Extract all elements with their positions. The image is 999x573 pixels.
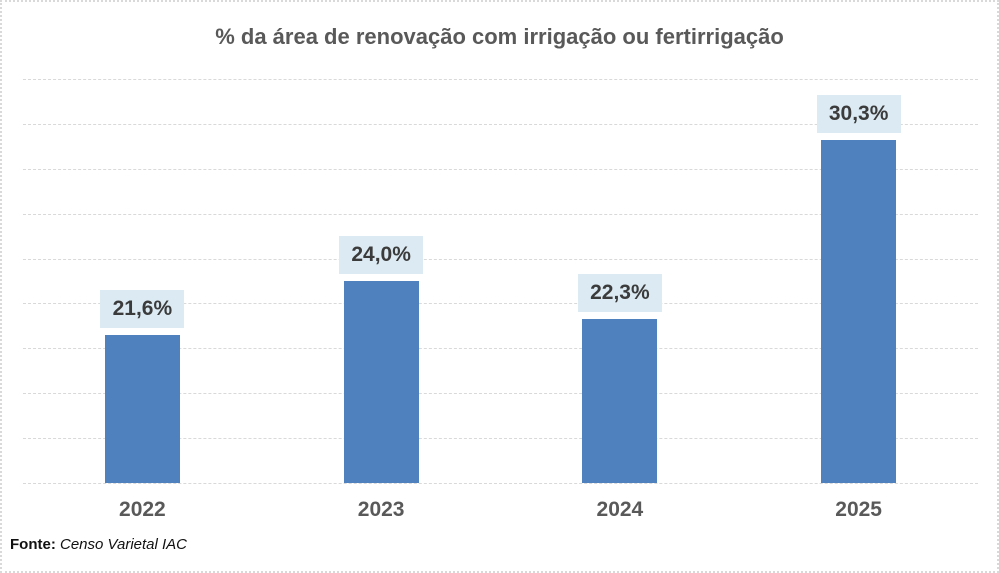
bar-2024 [582,319,658,483]
bar-series: 21,6% 24,0% 22,3% 30,3% [23,79,978,483]
source-text: Censo Varietal IAC [60,536,188,553]
gridline [23,213,978,215]
bar-2023 [343,281,419,483]
data-label-2024: 22,3% [577,274,662,313]
source-note: Fonte: Censo Varietal IAC [10,536,187,553]
x-axis-label-2024: 2024 [596,498,644,521]
gridline [23,79,978,80]
bar-group-2025: 30,3% [739,79,978,483]
plot-area: 21,6% 24,0% 22,3% 30,3% [23,79,978,484]
gridline [23,303,978,305]
data-label-2023: 24,0% [339,236,424,274]
gridline [23,348,978,350]
data-label-2025: 30,3% [816,94,901,133]
x-axis-label-2025: 2025 [835,498,882,521]
gridline [23,123,978,125]
bar-2022 [104,334,180,483]
data-label-2022: 21,6% [100,289,185,328]
source-prefix: Fonte: [10,536,60,553]
bar-2025 [821,139,897,483]
gridline [23,438,978,440]
gridline [23,168,978,170]
gridline [23,258,978,260]
chart-title: % da área de renovação com irrigação ou … [215,24,784,49]
gridline [23,393,978,395]
bar-group-2024: 22,3% [501,79,740,483]
gridline [23,483,978,484]
bar-group-2023: 24,0% [262,79,501,483]
x-axis-label-2022: 2022 [119,498,166,521]
x-axis-label-2023: 2023 [357,498,405,521]
bar-group-2022: 21,6% [23,79,262,483]
x-axis: 2022 2023 2024 2025 [23,498,978,522]
